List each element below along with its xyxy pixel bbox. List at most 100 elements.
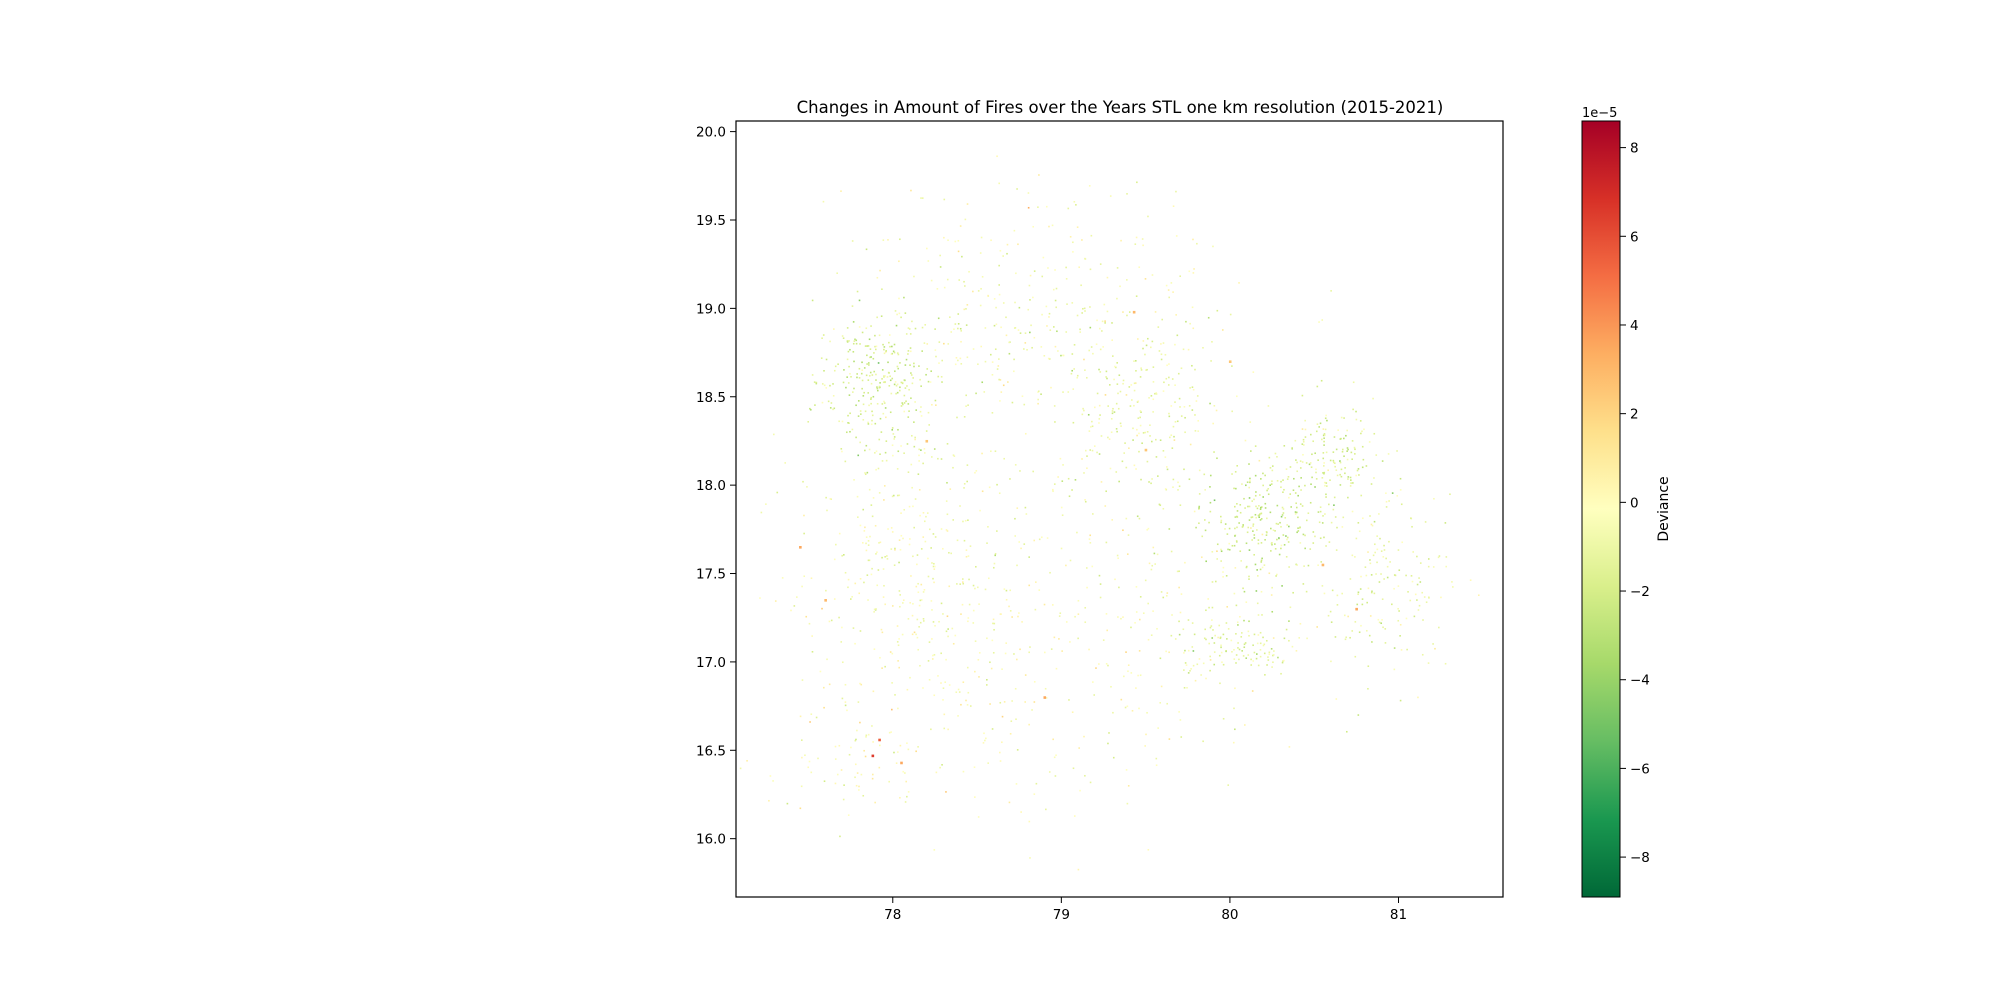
fire-point xyxy=(977,363,979,366)
colorbar-tick-label: 8 xyxy=(1630,141,1639,157)
fire-point xyxy=(1340,468,1343,471)
fire-point xyxy=(1110,417,1113,420)
fire-point xyxy=(776,491,779,494)
fire-point xyxy=(1133,382,1136,385)
fire-point xyxy=(1164,353,1167,356)
fire-point xyxy=(853,340,856,342)
fire-point xyxy=(883,485,886,487)
fire-point xyxy=(1183,406,1186,408)
fire-point xyxy=(1037,390,1040,393)
fire-point xyxy=(1014,517,1016,520)
fire-point xyxy=(1292,591,1294,594)
fire-point xyxy=(1316,626,1318,628)
fire-point xyxy=(820,357,823,359)
fire-point xyxy=(851,595,853,598)
fire-point xyxy=(1066,303,1068,305)
fire-point xyxy=(1249,481,1251,484)
fire-point xyxy=(913,365,915,368)
fire-point xyxy=(1267,659,1270,661)
fire-point xyxy=(1213,651,1216,653)
fire-point xyxy=(1399,489,1402,491)
fire-point xyxy=(1180,736,1183,738)
fire-point xyxy=(1005,598,1008,601)
fire-point xyxy=(908,505,911,508)
fire-point xyxy=(1260,590,1263,593)
fire-point xyxy=(1363,428,1365,431)
fire-point xyxy=(1053,326,1055,328)
fire-point xyxy=(965,405,967,407)
fire-point xyxy=(1009,589,1012,592)
fire-point xyxy=(1205,638,1207,641)
fire-point xyxy=(858,785,860,788)
fire-point xyxy=(1166,364,1168,367)
fire-point xyxy=(1081,239,1083,241)
fire-point xyxy=(1045,305,1048,308)
fire-point xyxy=(1172,425,1175,428)
fire-point xyxy=(959,583,962,585)
fire-point xyxy=(1229,313,1232,316)
fire-point xyxy=(960,363,963,365)
fire-point xyxy=(1427,558,1430,560)
fire-point xyxy=(943,342,945,345)
fire-point xyxy=(1227,548,1229,551)
fire-point xyxy=(1381,598,1384,600)
fire-point xyxy=(957,250,960,253)
fire-point xyxy=(1286,538,1288,541)
fire-point xyxy=(854,763,857,766)
fire-point xyxy=(1265,639,1268,642)
fire-point xyxy=(1092,352,1094,355)
fire-point xyxy=(869,535,871,538)
fire-point xyxy=(1270,594,1273,596)
fire-point xyxy=(1317,459,1319,461)
fire-point xyxy=(854,642,856,645)
fire-point xyxy=(981,490,984,493)
fire-point xyxy=(974,471,976,474)
fire-point xyxy=(1276,504,1279,507)
fire-point xyxy=(947,728,949,731)
fire-point xyxy=(1186,686,1188,689)
fire-point xyxy=(892,433,895,435)
fire-point xyxy=(1391,603,1393,606)
fire-point xyxy=(1304,534,1306,537)
fire-point xyxy=(917,648,920,651)
fire-point xyxy=(1013,653,1015,655)
fire-point xyxy=(1380,573,1382,575)
fire-point xyxy=(1061,650,1063,652)
fire-point xyxy=(996,155,998,158)
fire-point xyxy=(1281,514,1284,516)
fire-point xyxy=(1093,445,1096,447)
fire-point xyxy=(1172,478,1175,481)
fire-point xyxy=(878,766,881,769)
fire-point xyxy=(1120,617,1122,620)
fire-point xyxy=(1155,438,1157,441)
fire-point xyxy=(954,323,957,325)
fire-point xyxy=(967,691,970,694)
fire-point xyxy=(1125,517,1128,520)
fire-point xyxy=(953,455,956,457)
fire-point xyxy=(1089,781,1092,784)
fire-point xyxy=(891,377,894,380)
fire-point xyxy=(1115,402,1118,405)
fire-point xyxy=(1170,550,1173,553)
fire-point xyxy=(1318,321,1320,323)
fire-point xyxy=(1304,419,1306,422)
fire-point xyxy=(1264,502,1267,505)
fire-point xyxy=(845,386,847,389)
fire-point xyxy=(873,648,876,650)
fire-point xyxy=(861,387,863,390)
fire-point xyxy=(1349,636,1351,639)
fire-point xyxy=(915,409,918,411)
fire-point xyxy=(1055,667,1058,670)
fire-point xyxy=(1130,384,1133,386)
fire-point xyxy=(1208,521,1210,524)
fire-point xyxy=(1220,519,1223,522)
fire-point xyxy=(938,341,941,343)
fire-point xyxy=(840,190,842,192)
fire-point xyxy=(1233,592,1236,595)
fire-point xyxy=(1182,348,1185,351)
fire-point xyxy=(1413,615,1416,618)
fire-point xyxy=(952,466,954,469)
fire-point xyxy=(889,345,891,348)
fire-point xyxy=(854,739,857,742)
fire-point xyxy=(888,731,891,734)
